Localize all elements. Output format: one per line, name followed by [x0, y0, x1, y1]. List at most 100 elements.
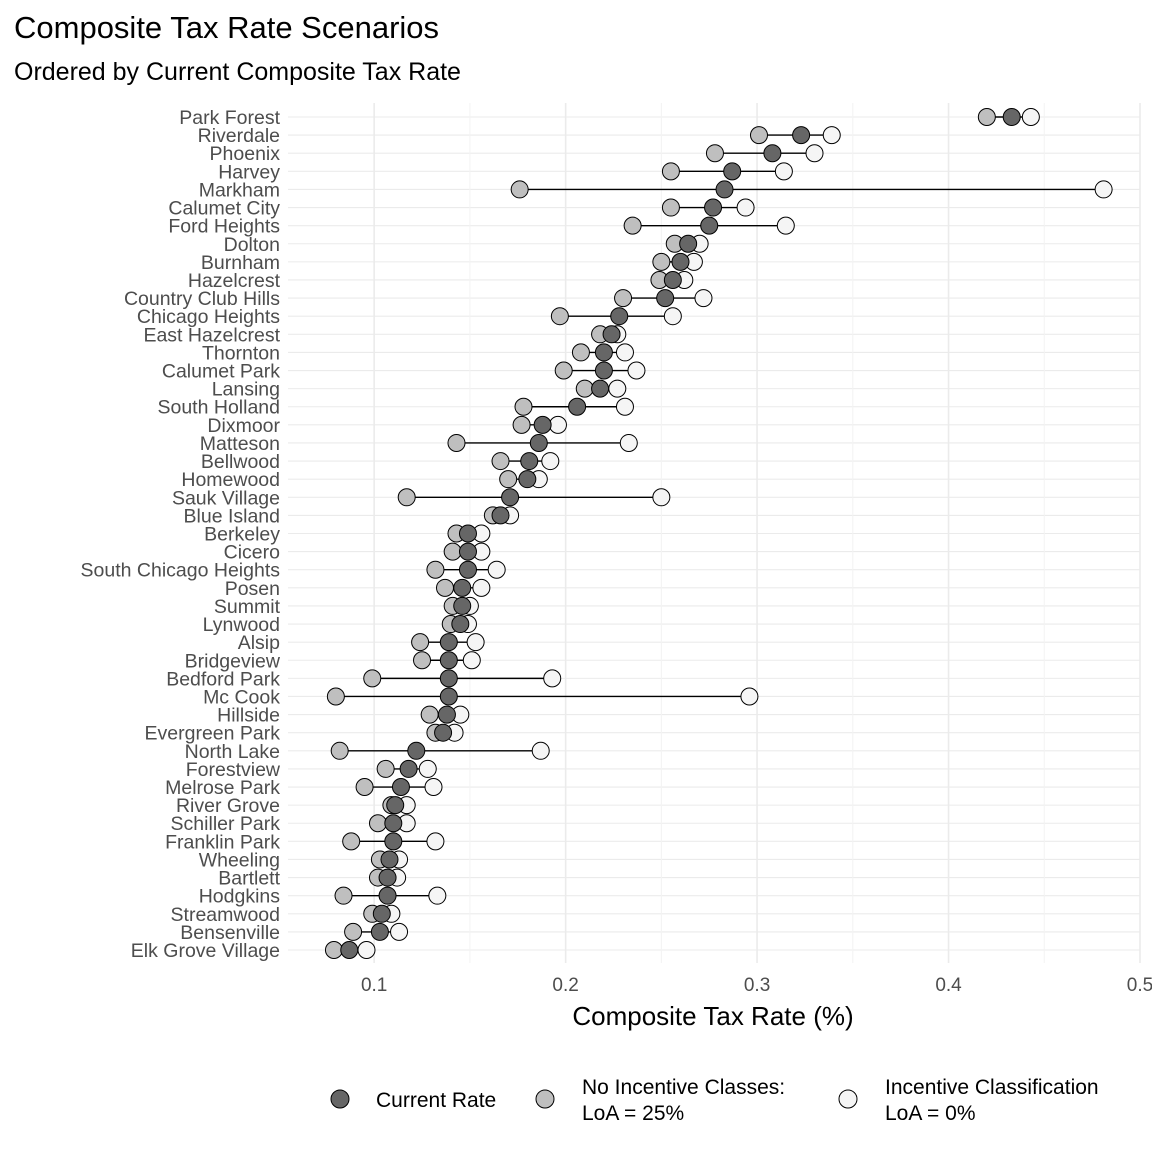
point-no_incentive — [426, 560, 445, 579]
point-incentive — [531, 741, 550, 760]
point-current — [391, 778, 410, 797]
category-label: Markham — [199, 179, 280, 201]
category-label: Bedford Park — [166, 668, 280, 690]
point-current — [372, 904, 391, 923]
category-label: Park Forest — [179, 107, 280, 129]
category-label: North Lake — [185, 741, 280, 763]
category-label: Harvey — [218, 161, 280, 183]
point-incentive — [424, 778, 443, 797]
point-incentive — [357, 941, 376, 959]
point-incentive — [466, 633, 485, 652]
legend: Current Rate No Incentive Classes: LoA = 2… — [330, 1076, 1099, 1125]
category-label: Dixmoor — [207, 415, 280, 437]
category-label: Chicago Heights — [137, 306, 280, 328]
chart-subtitle: Ordered by Current Composite Tax Rate — [14, 58, 461, 86]
point-no_incentive — [614, 289, 633, 308]
point-incentive — [548, 415, 567, 434]
point-current — [439, 687, 458, 706]
point-incentive — [462, 651, 481, 670]
point-no_incentive — [368, 814, 387, 833]
point-no_incentive — [499, 470, 518, 489]
point-no_incentive — [355, 778, 374, 797]
category-label: Hazelcrest — [188, 270, 281, 292]
point-current — [399, 759, 418, 778]
point-current — [370, 922, 389, 941]
point-no_incentive — [510, 180, 529, 199]
point-current — [529, 433, 548, 452]
point-no_incentive — [550, 307, 569, 326]
point-current — [656, 289, 675, 308]
category-label: Streamwood — [171, 904, 280, 926]
point-incentive — [418, 759, 437, 778]
point-current — [491, 506, 510, 525]
x-tick-label: 0.3 — [744, 975, 770, 996]
point-current — [458, 542, 477, 561]
point-current — [763, 144, 782, 163]
point-current — [704, 198, 723, 217]
point-current — [439, 669, 458, 688]
point-incentive — [1021, 108, 1040, 126]
category-label: Riverdale — [198, 125, 280, 147]
point-incentive — [774, 162, 793, 181]
legend-label: LoA = 0% — [885, 1102, 976, 1125]
category-label: Lansing — [212, 379, 280, 401]
point-current — [453, 578, 472, 597]
legend-key-no_incentive — [535, 1089, 555, 1109]
point-current — [723, 162, 742, 181]
category-label: Ford Heights — [168, 216, 280, 238]
point-incentive — [541, 452, 560, 471]
category-label: Cicero — [224, 542, 281, 564]
point-incentive — [608, 379, 627, 398]
category-label: Calumet City — [168, 198, 280, 220]
point-current — [663, 270, 682, 289]
point-current — [679, 234, 698, 253]
point-no_incentive — [376, 759, 395, 778]
point-no_incentive — [977, 108, 996, 126]
point-current — [451, 615, 470, 634]
point-current — [378, 868, 397, 887]
point-incentive — [694, 289, 713, 308]
x-tick-label: 0.1 — [361, 975, 387, 996]
category-label: Mc Cook — [203, 686, 280, 708]
point-incentive — [472, 578, 491, 597]
x-tick-label: 0.4 — [935, 975, 962, 996]
point-no_incentive — [443, 542, 462, 561]
category-label: Matteson — [200, 433, 280, 455]
point-current — [792, 126, 811, 145]
point-current — [568, 397, 587, 416]
category-label: Elk Grove Village — [131, 940, 280, 962]
category-label: Dolton — [224, 234, 280, 256]
x-axis-title: Composite Tax Rate (%) — [572, 1001, 853, 1031]
point-current — [386, 796, 405, 815]
point-current — [594, 343, 613, 362]
category-label: Country Club Hills — [124, 288, 280, 310]
legend-key-incentive — [838, 1089, 858, 1109]
legend-label: LoA = 25% — [582, 1102, 684, 1125]
point-current — [520, 452, 539, 471]
legend-label: No Incentive Classes: — [582, 1076, 785, 1099]
point-incentive — [736, 198, 755, 217]
point-incentive — [428, 886, 447, 905]
point-incentive — [822, 126, 841, 145]
point-incentive — [426, 832, 445, 851]
point-incentive — [663, 307, 682, 326]
point-no_incentive — [491, 452, 510, 471]
point-incentive — [1094, 180, 1113, 199]
legend-label: Incentive Classification — [885, 1076, 1099, 1099]
point-current — [380, 850, 399, 869]
legend-key-current — [330, 1089, 350, 1109]
point-current — [384, 832, 403, 851]
point-incentive — [543, 669, 562, 688]
point-incentive — [615, 397, 634, 416]
point-no_incentive — [435, 578, 454, 597]
point-current — [437, 705, 456, 724]
category-label: Wheeling — [199, 849, 280, 871]
point-current — [594, 361, 613, 380]
point-no_incentive — [749, 126, 768, 145]
point-current — [439, 633, 458, 652]
point-no_incentive — [363, 669, 382, 688]
point-incentive — [619, 433, 638, 452]
category-label: Berkeley — [204, 524, 280, 546]
category-label: River Grove — [176, 795, 280, 817]
point-current — [501, 488, 520, 507]
